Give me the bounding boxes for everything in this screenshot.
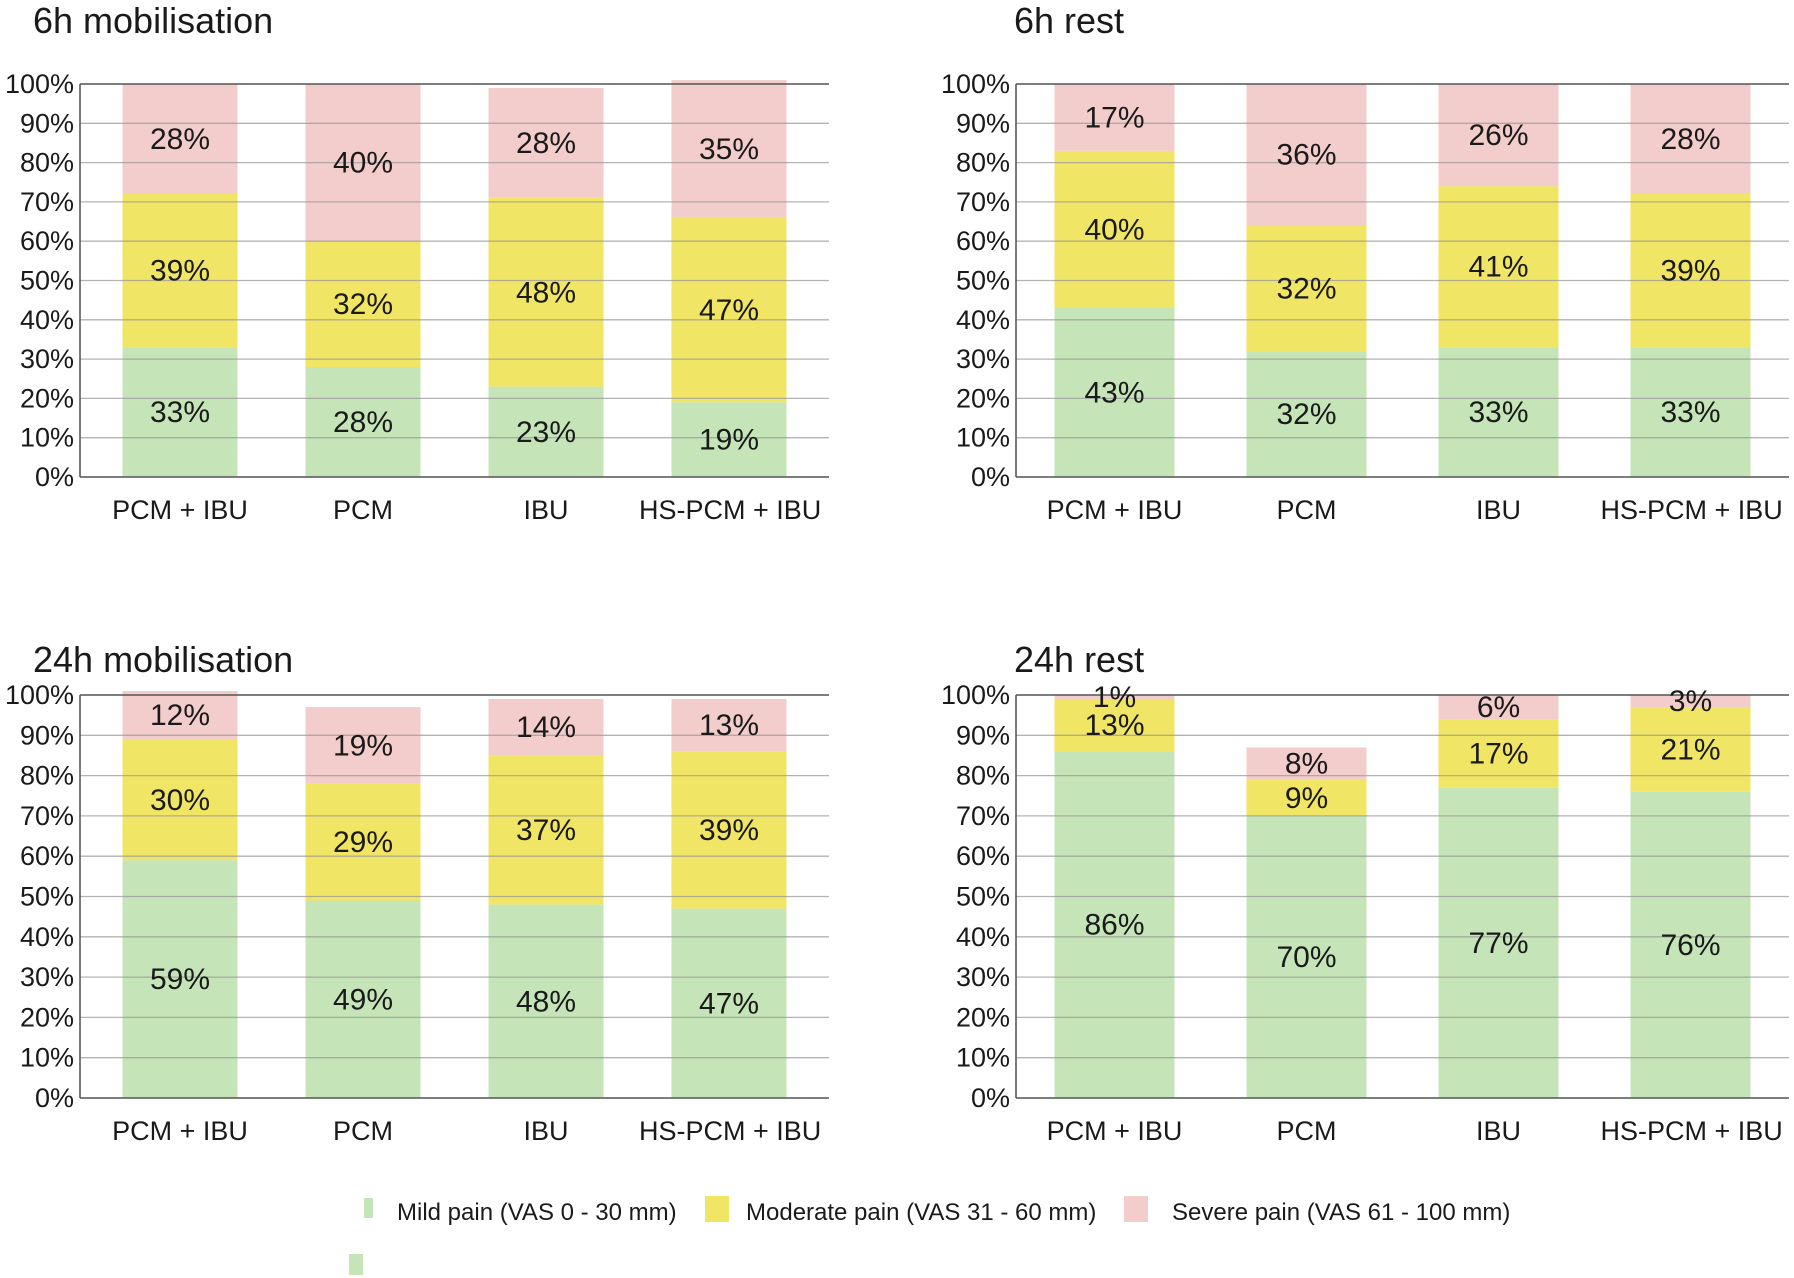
svg-text:37%: 37%	[516, 814, 576, 847]
svg-text:43%: 43%	[1084, 377, 1144, 410]
svg-text:70%: 70%	[956, 801, 1010, 831]
svg-text:32%: 32%	[333, 288, 393, 321]
svg-text:40%: 40%	[1084, 213, 1144, 246]
svg-text:30%: 30%	[956, 344, 1010, 374]
svg-text:3%: 3%	[1669, 685, 1712, 718]
svg-text:70%: 70%	[20, 801, 74, 831]
svg-text:28%: 28%	[516, 127, 576, 160]
svg-text:50%: 50%	[956, 266, 1010, 296]
svg-text:21%: 21%	[1660, 733, 1720, 766]
svg-text:40%: 40%	[20, 305, 74, 335]
svg-text:40%: 40%	[333, 147, 393, 180]
svg-text:19%: 19%	[333, 729, 393, 762]
svg-text:30%: 30%	[150, 784, 210, 817]
svg-text:90%: 90%	[956, 720, 1010, 750]
svg-text:28%: 28%	[1660, 123, 1720, 156]
svg-text:32%: 32%	[1276, 272, 1336, 305]
svg-text:60%: 60%	[20, 226, 74, 256]
svg-text:33%: 33%	[1468, 396, 1528, 429]
svg-text:19%: 19%	[699, 424, 759, 457]
svg-text:6%: 6%	[1477, 691, 1520, 724]
svg-text:90%: 90%	[20, 720, 74, 750]
svg-text:60%: 60%	[956, 226, 1010, 256]
svg-text:100%: 100%	[5, 680, 74, 710]
svg-text:14%: 14%	[516, 711, 576, 744]
svg-text:33%: 33%	[150, 396, 210, 429]
svg-text:17%: 17%	[1084, 101, 1144, 134]
svg-text:32%: 32%	[1276, 398, 1336, 431]
svg-text:20%: 20%	[20, 1002, 74, 1032]
svg-text:50%: 50%	[20, 266, 74, 296]
svg-text:28%: 28%	[333, 406, 393, 439]
svg-text:0%: 0%	[971, 1083, 1010, 1113]
svg-text:100%: 100%	[941, 69, 1010, 99]
svg-text:60%: 60%	[20, 841, 74, 871]
svg-text:40%: 40%	[20, 922, 74, 952]
svg-text:39%: 39%	[699, 814, 759, 847]
svg-text:13%: 13%	[1084, 709, 1144, 742]
svg-text:48%: 48%	[516, 276, 576, 309]
svg-text:90%: 90%	[20, 108, 74, 138]
svg-text:13%: 13%	[699, 709, 759, 742]
svg-text:47%: 47%	[699, 987, 759, 1020]
svg-text:30%: 30%	[20, 344, 74, 374]
svg-text:30%: 30%	[956, 962, 1010, 992]
svg-text:70%: 70%	[956, 187, 1010, 217]
svg-text:28%: 28%	[150, 123, 210, 156]
svg-text:0%: 0%	[35, 1083, 74, 1113]
svg-text:10%: 10%	[20, 423, 74, 453]
svg-text:49%: 49%	[333, 983, 393, 1016]
svg-text:20%: 20%	[956, 383, 1010, 413]
svg-text:40%: 40%	[956, 305, 1010, 335]
svg-text:76%: 76%	[1660, 929, 1720, 962]
svg-text:0%: 0%	[35, 462, 74, 492]
svg-text:60%: 60%	[956, 841, 1010, 871]
svg-text:1%: 1%	[1093, 681, 1136, 714]
svg-text:9%: 9%	[1285, 782, 1328, 815]
svg-text:10%: 10%	[20, 1043, 74, 1073]
svg-text:23%: 23%	[516, 416, 576, 449]
svg-text:80%: 80%	[956, 148, 1010, 178]
svg-text:80%: 80%	[20, 148, 74, 178]
svg-text:80%: 80%	[20, 761, 74, 791]
svg-text:20%: 20%	[956, 1002, 1010, 1032]
svg-text:10%: 10%	[956, 1043, 1010, 1073]
svg-text:80%: 80%	[956, 761, 1010, 791]
svg-text:0%: 0%	[971, 462, 1010, 492]
svg-text:8%: 8%	[1285, 748, 1328, 781]
svg-text:36%: 36%	[1276, 139, 1336, 172]
svg-text:40%: 40%	[956, 922, 1010, 952]
svg-text:17%: 17%	[1468, 737, 1528, 770]
svg-text:100%: 100%	[941, 680, 1010, 710]
svg-text:50%: 50%	[20, 882, 74, 912]
svg-text:41%: 41%	[1468, 251, 1528, 284]
svg-text:20%: 20%	[20, 383, 74, 413]
svg-text:100%: 100%	[5, 69, 74, 99]
svg-text:77%: 77%	[1468, 927, 1528, 960]
svg-text:35%: 35%	[699, 133, 759, 166]
svg-text:29%: 29%	[333, 826, 393, 859]
svg-text:59%: 59%	[150, 963, 210, 996]
svg-text:30%: 30%	[20, 962, 74, 992]
svg-text:33%: 33%	[1660, 396, 1720, 429]
svg-text:70%: 70%	[20, 187, 74, 217]
svg-text:70%: 70%	[1276, 941, 1336, 974]
svg-text:39%: 39%	[1660, 255, 1720, 288]
svg-text:10%: 10%	[956, 423, 1010, 453]
svg-text:47%: 47%	[699, 294, 759, 327]
svg-text:86%: 86%	[1084, 909, 1144, 942]
svg-text:50%: 50%	[956, 882, 1010, 912]
svg-text:26%: 26%	[1468, 119, 1528, 152]
svg-text:90%: 90%	[956, 108, 1010, 138]
svg-text:48%: 48%	[516, 985, 576, 1018]
svg-text:39%: 39%	[150, 255, 210, 288]
svg-text:12%: 12%	[150, 699, 210, 732]
